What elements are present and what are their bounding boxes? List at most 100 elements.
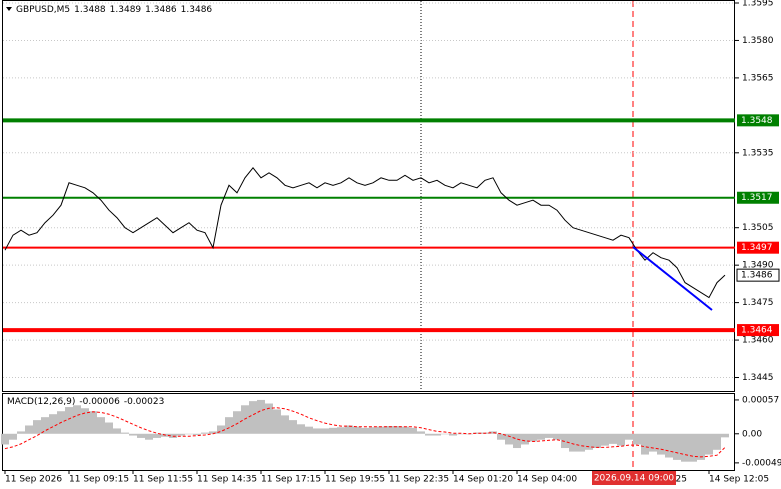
crosshair-label: 2026.09.14 09:00 xyxy=(594,474,675,484)
macd-bar xyxy=(705,433,713,455)
macd-bar xyxy=(665,433,673,458)
macd-bar xyxy=(441,433,449,435)
macd-bar xyxy=(649,433,657,452)
macd-bar xyxy=(601,433,609,446)
price-line xyxy=(4,166,726,299)
macd-bar xyxy=(545,433,553,438)
macd-bar xyxy=(137,433,145,438)
macd-bar xyxy=(697,433,705,460)
macd-bar xyxy=(129,433,137,436)
macd-bar xyxy=(185,433,193,435)
open: 1.3488 xyxy=(74,5,106,15)
macd-bar xyxy=(473,432,481,434)
macd-bar xyxy=(225,417,233,434)
last-price-box xyxy=(736,268,780,282)
macd-bar xyxy=(233,411,241,434)
macd-bar xyxy=(305,426,313,434)
low: 1.3486 xyxy=(145,5,177,15)
macd-bar xyxy=(329,427,337,434)
macd-bar xyxy=(241,405,249,434)
level-label-box xyxy=(737,324,779,337)
chart-header: GBPUSD,M5 1.3488 1.3489 1.3486 1.3486 xyxy=(16,5,212,15)
y-tick-label: 0.00057 xyxy=(742,395,779,405)
y-tick-label: 1.3595 xyxy=(742,0,774,8)
y-tick-label: -0.00049 xyxy=(742,458,781,468)
macd-bar xyxy=(313,428,321,434)
macd-bar xyxy=(577,433,585,452)
macd-title: MACD(12,26,9) xyxy=(7,397,75,407)
macd-bar xyxy=(281,415,289,434)
macd-bar xyxy=(289,420,297,434)
macd-bar xyxy=(657,433,665,455)
macd-bar xyxy=(33,420,41,434)
macd-bar xyxy=(41,417,49,434)
macd-bar xyxy=(257,399,265,434)
macd-bar xyxy=(193,433,201,435)
last-price-label: 1.3486 xyxy=(741,271,773,281)
macd-bar xyxy=(265,403,273,434)
x-tick-label: 11 Sep 2026 xyxy=(5,475,62,485)
trendline xyxy=(632,246,713,311)
macd-bar xyxy=(593,433,601,449)
macd-bar xyxy=(425,433,433,436)
macd-bar xyxy=(273,409,281,434)
macd-bar xyxy=(417,431,425,434)
macd-bar xyxy=(25,425,33,434)
macd-bar xyxy=(345,425,353,434)
macd-bar xyxy=(553,433,561,440)
high: 1.3489 xyxy=(110,5,142,15)
macd-bar xyxy=(249,401,257,434)
x-tick-label: 14 Sep 12:05 xyxy=(709,475,769,485)
macd-bar xyxy=(201,432,209,434)
macd-bar xyxy=(217,425,225,434)
macd-bar xyxy=(65,407,73,434)
macd-bar xyxy=(9,433,17,440)
macd-bar xyxy=(361,427,369,434)
macd-bar xyxy=(497,433,505,440)
macd-bar xyxy=(113,428,121,434)
symbol: GBPUSD,M5 xyxy=(16,5,70,15)
macd-bar xyxy=(145,433,153,440)
level-label-box xyxy=(737,241,779,254)
macd-bar xyxy=(209,431,217,434)
macd-bar xyxy=(337,427,345,434)
macd-bar xyxy=(385,426,393,434)
macd-bar xyxy=(585,433,593,450)
signal-line xyxy=(4,407,726,458)
macd-bar xyxy=(393,426,401,434)
x-tick-label: 14 Sep 01:20 xyxy=(453,475,513,485)
close: 1.3486 xyxy=(181,5,213,15)
signal-value: -0.00023 xyxy=(124,397,164,407)
x-tick-label: 11 Sep 14:35 xyxy=(197,475,257,485)
macd-bar xyxy=(689,433,697,462)
level-label-box xyxy=(737,191,779,204)
macd-bar xyxy=(89,411,97,434)
macd-bar xyxy=(505,433,513,445)
level-label-box xyxy=(737,114,779,127)
macd-bar xyxy=(569,433,577,452)
y-tick-label: 1.3445 xyxy=(742,373,774,383)
macd-bar xyxy=(409,427,417,434)
macd-bar xyxy=(377,426,385,434)
x-tick-label: 11 Sep 19:55 xyxy=(325,475,385,485)
macd-bar xyxy=(625,433,633,440)
macd-bar xyxy=(105,422,113,434)
macd-bar xyxy=(513,433,521,449)
macd-bar xyxy=(721,433,729,438)
macd-bar xyxy=(177,433,185,436)
macd-bar xyxy=(609,433,617,444)
macd-bar xyxy=(449,433,457,436)
macd-bar xyxy=(529,433,537,442)
macd-bar xyxy=(537,433,545,440)
level-label: 1.3464 xyxy=(741,326,773,336)
y-tick-label: 1.3580 xyxy=(742,36,774,46)
macd-bar xyxy=(521,433,529,445)
macd-bar xyxy=(641,433,649,455)
macd-header: MACD(12,26,9) -0.00006 -0.00023 xyxy=(7,397,164,407)
x-tick-label: 11 Sep 22:35 xyxy=(389,475,449,485)
crosshair-label-box xyxy=(592,471,676,485)
